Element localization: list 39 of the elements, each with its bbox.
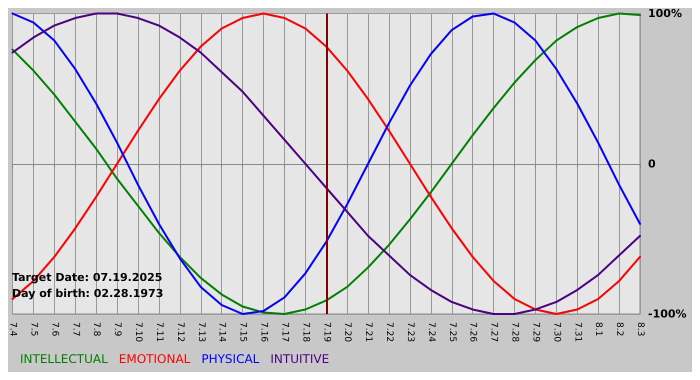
y-tick-label: -100% — [648, 308, 687, 320]
x-tick-label: 7.6 — [49, 322, 60, 337]
text: INTUITIVE — [270, 352, 330, 366]
line-series — [12, 12, 641, 315]
x-tick-label: 8.1 — [593, 322, 604, 336]
x-tick-label: 7.25 — [446, 322, 457, 342]
y-tick-label: 0 — [648, 157, 656, 170]
x-tick-label: 7.21 — [363, 322, 374, 342]
x-tick-label: 7.28 — [510, 322, 520, 342]
x-tick-label: 7.16 — [258, 322, 268, 342]
x-tick-label: 7.18 — [300, 322, 310, 342]
text: PHYSICAL — [201, 352, 260, 366]
text: INTELLECTUAL — [20, 352, 108, 366]
x-tick-label: 7.27 — [488, 322, 499, 342]
x-tick-label: 7.30 — [551, 322, 562, 342]
x-tick-label: 8.3 — [635, 322, 645, 336]
x-tick-label: 8.2 — [614, 322, 624, 336]
x-tick-label: 7.29 — [530, 322, 540, 342]
x-tick-label: 7.17 — [279, 322, 290, 342]
x-tick-label: 7.31 — [572, 322, 582, 342]
x-tick-label: 7.9 — [112, 322, 122, 337]
x-tick-label: 7.15 — [238, 322, 248, 342]
x-tick-label: 7.14 — [216, 322, 227, 342]
y-tick-label: 100% — [648, 7, 682, 20]
x-tick-label: 7.11 — [154, 322, 164, 342]
text: EMOTIONAL — [118, 352, 191, 366]
x-tick-label: 7.4 — [8, 322, 18, 337]
x-tick-label: 7.5 — [28, 322, 38, 336]
x-tick-label: 7.23 — [404, 322, 415, 342]
x-tick-label: 7.24 — [426, 322, 436, 342]
x-tick-label: 7.20 — [342, 322, 352, 342]
x-tick-label: 7.8 — [91, 322, 102, 337]
x-tick-label: 7.22 — [384, 322, 394, 342]
x-tick-label: 7.26 — [468, 322, 478, 342]
x-tick-label: 7.13 — [196, 322, 206, 342]
x-tick-label: 7.10 — [133, 322, 143, 342]
x-tick-label: 7.12 — [174, 322, 185, 342]
x-tick-label: 7.19 — [321, 322, 332, 342]
x-tick-label: 7.7 — [70, 322, 80, 336]
